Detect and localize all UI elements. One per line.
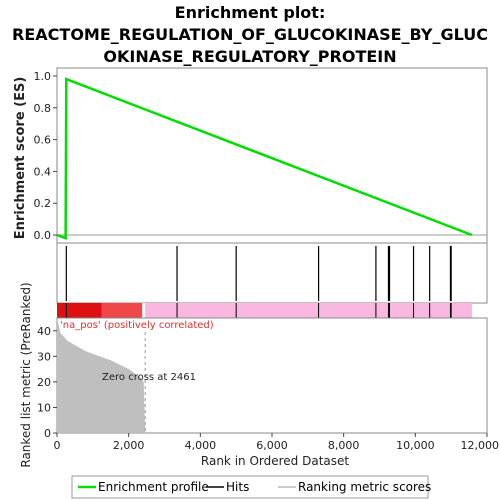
legend-ranking-metric-label: Ranking metric scores bbox=[298, 480, 431, 494]
x-tick-label-0: 0 bbox=[54, 439, 61, 452]
x-tick-label-2: 4,000 bbox=[185, 439, 217, 452]
plot-title-line-2: REACTOME_REGULATION_OF_GLUCOKINASE_BY_GL… bbox=[12, 25, 488, 44]
hits-panel-frame bbox=[56, 242, 488, 304]
metric-y-ticks: 0 10 20 30 40 bbox=[37, 325, 57, 440]
hit-lines bbox=[65, 246, 452, 301]
es-y-ticks: 0.0 0.2 0.4 0.6 0.8 1.0 bbox=[34, 70, 57, 242]
metric-tick-label-2: 20 bbox=[37, 376, 51, 389]
metric-tick-label-4: 40 bbox=[37, 325, 51, 338]
plot-title-line-1: Enrichment plot: bbox=[175, 3, 326, 22]
es-tick-label-1: 0.2 bbox=[34, 197, 52, 210]
enrichment-profile-line bbox=[56, 77, 473, 240]
legend-frame bbox=[71, 475, 429, 499]
es-tick-label-0: 0.0 bbox=[34, 229, 52, 242]
legend: Enrichment profile Hits Ranking metric s… bbox=[71, 475, 431, 499]
x-tick-label-3: 6,000 bbox=[256, 439, 288, 452]
metric-tick-label-3: 30 bbox=[37, 350, 51, 363]
correlation-color-bar bbox=[57, 303, 472, 318]
color-bar-pink-segment bbox=[145, 303, 472, 318]
es-y-axis-label: Enrichment score (ES) bbox=[13, 77, 28, 240]
color-bar-gap-segment bbox=[142, 303, 146, 318]
x-tick-label-5: 10,000 bbox=[396, 439, 435, 452]
legend-hits-label: Hits bbox=[226, 480, 249, 494]
es-panel: 0.0 0.2 0.4 0.6 0.8 1.0 bbox=[34, 67, 488, 244]
hits-panel bbox=[56, 242, 488, 304]
es-tick-label-2: 0.4 bbox=[34, 165, 52, 178]
metric-panel: 0 10 20 30 40 'na_pos' (positively correlate… bbox=[37, 317, 488, 440]
metric-tick-label-1: 10 bbox=[37, 401, 51, 414]
metric-tick-label-0: 0 bbox=[44, 427, 51, 440]
es-tick-label-5: 1.0 bbox=[34, 70, 52, 83]
x-axis-label: Rank in Ordered Dataset bbox=[201, 454, 349, 468]
es-tick-label-4: 0.8 bbox=[34, 102, 52, 115]
x-tick-label-1: 2,000 bbox=[113, 439, 145, 452]
color-bar-red-segment bbox=[57, 303, 102, 318]
x-tick-label-6: 12,000 bbox=[461, 439, 500, 452]
plot-title-line-3: OKINASE_REGULATORY_PROTEIN bbox=[103, 47, 396, 66]
x-tick-label-4: 8,000 bbox=[328, 439, 360, 452]
legend-enrichment-profile-label: Enrichment profile bbox=[98, 480, 209, 494]
correlation-label: 'na_pos' (positively correlated) bbox=[60, 320, 214, 331]
color-bar-light-red-segment bbox=[101, 303, 143, 318]
x-axis-ticks: 0 2,000 4,000 6,000 8,000 10,000 12,000 bbox=[54, 433, 500, 452]
zero-cross-label: Zero cross at 2461 bbox=[102, 372, 196, 383]
metric-y-axis-label: Ranked list metric (PreRanked) bbox=[19, 282, 33, 467]
ranking-metric-area bbox=[57, 318, 146, 433]
es-tick-label-3: 0.6 bbox=[34, 134, 52, 147]
